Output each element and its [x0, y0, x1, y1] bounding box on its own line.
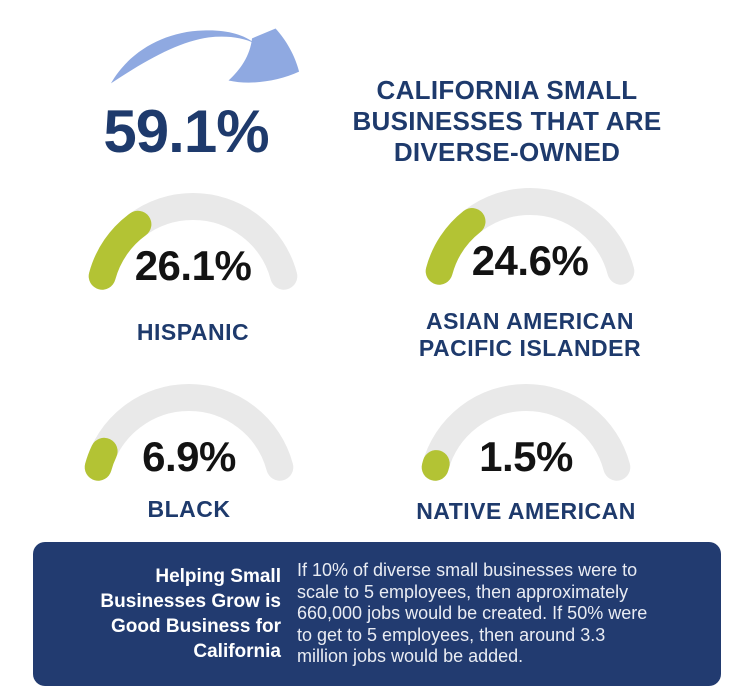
gauge-native-american: 1.5% NATIVE AMERICAN: [416, 384, 635, 584]
banner: Helping Small Businesses Grow is Good Bu…: [33, 542, 721, 686]
gauge-arc: [425, 188, 635, 285]
gauge-black: 6.9% BLACK: [84, 384, 294, 584]
gauge-label: NATIVE AMERICAN: [416, 498, 636, 524]
gauge-asian-american-pacific-islander: 24.6% ASIAN AMERICAN PACIFIC ISLANDER: [419, 188, 641, 388]
gauge-hispanic: 26.1% HISPANIC: [88, 193, 298, 393]
gauge-track-arc: [84, 384, 294, 481]
gauge-value: 24.6%: [471, 237, 589, 284]
gauge-fill-arc: [421, 450, 450, 481]
gauge-arc: [421, 384, 631, 481]
gauge-label: BLACK: [147, 496, 231, 522]
gauge-fill-arc: [84, 437, 118, 481]
banner-heading: Helping Small Businesses Grow is Good Bu…: [100, 566, 281, 662]
gauge-fill-arc: [88, 210, 152, 290]
curved-arrow-icon: [110, 28, 300, 84]
gauge-track-arc: [421, 384, 631, 481]
page-title: CALIFORNIA SMALL BUSINESSES THAT ARE DIV…: [352, 75, 662, 168]
overall-stat-value: 59.1%: [103, 98, 269, 165]
gauge-value: 26.1%: [134, 242, 252, 289]
gauge-value: 6.9%: [142, 433, 236, 480]
banner-body: If 10% of diverse small businesses were …: [297, 560, 648, 667]
gauge-fill-arc: [425, 208, 486, 285]
gauge-arc: [88, 193, 298, 290]
gauge-label: HISPANIC: [136, 319, 250, 345]
gauge-arc: [84, 384, 294, 481]
gauge-value: 1.5%: [479, 433, 573, 480]
gauge-label: ASIAN AMERICAN PACIFIC ISLANDER: [418, 308, 642, 361]
